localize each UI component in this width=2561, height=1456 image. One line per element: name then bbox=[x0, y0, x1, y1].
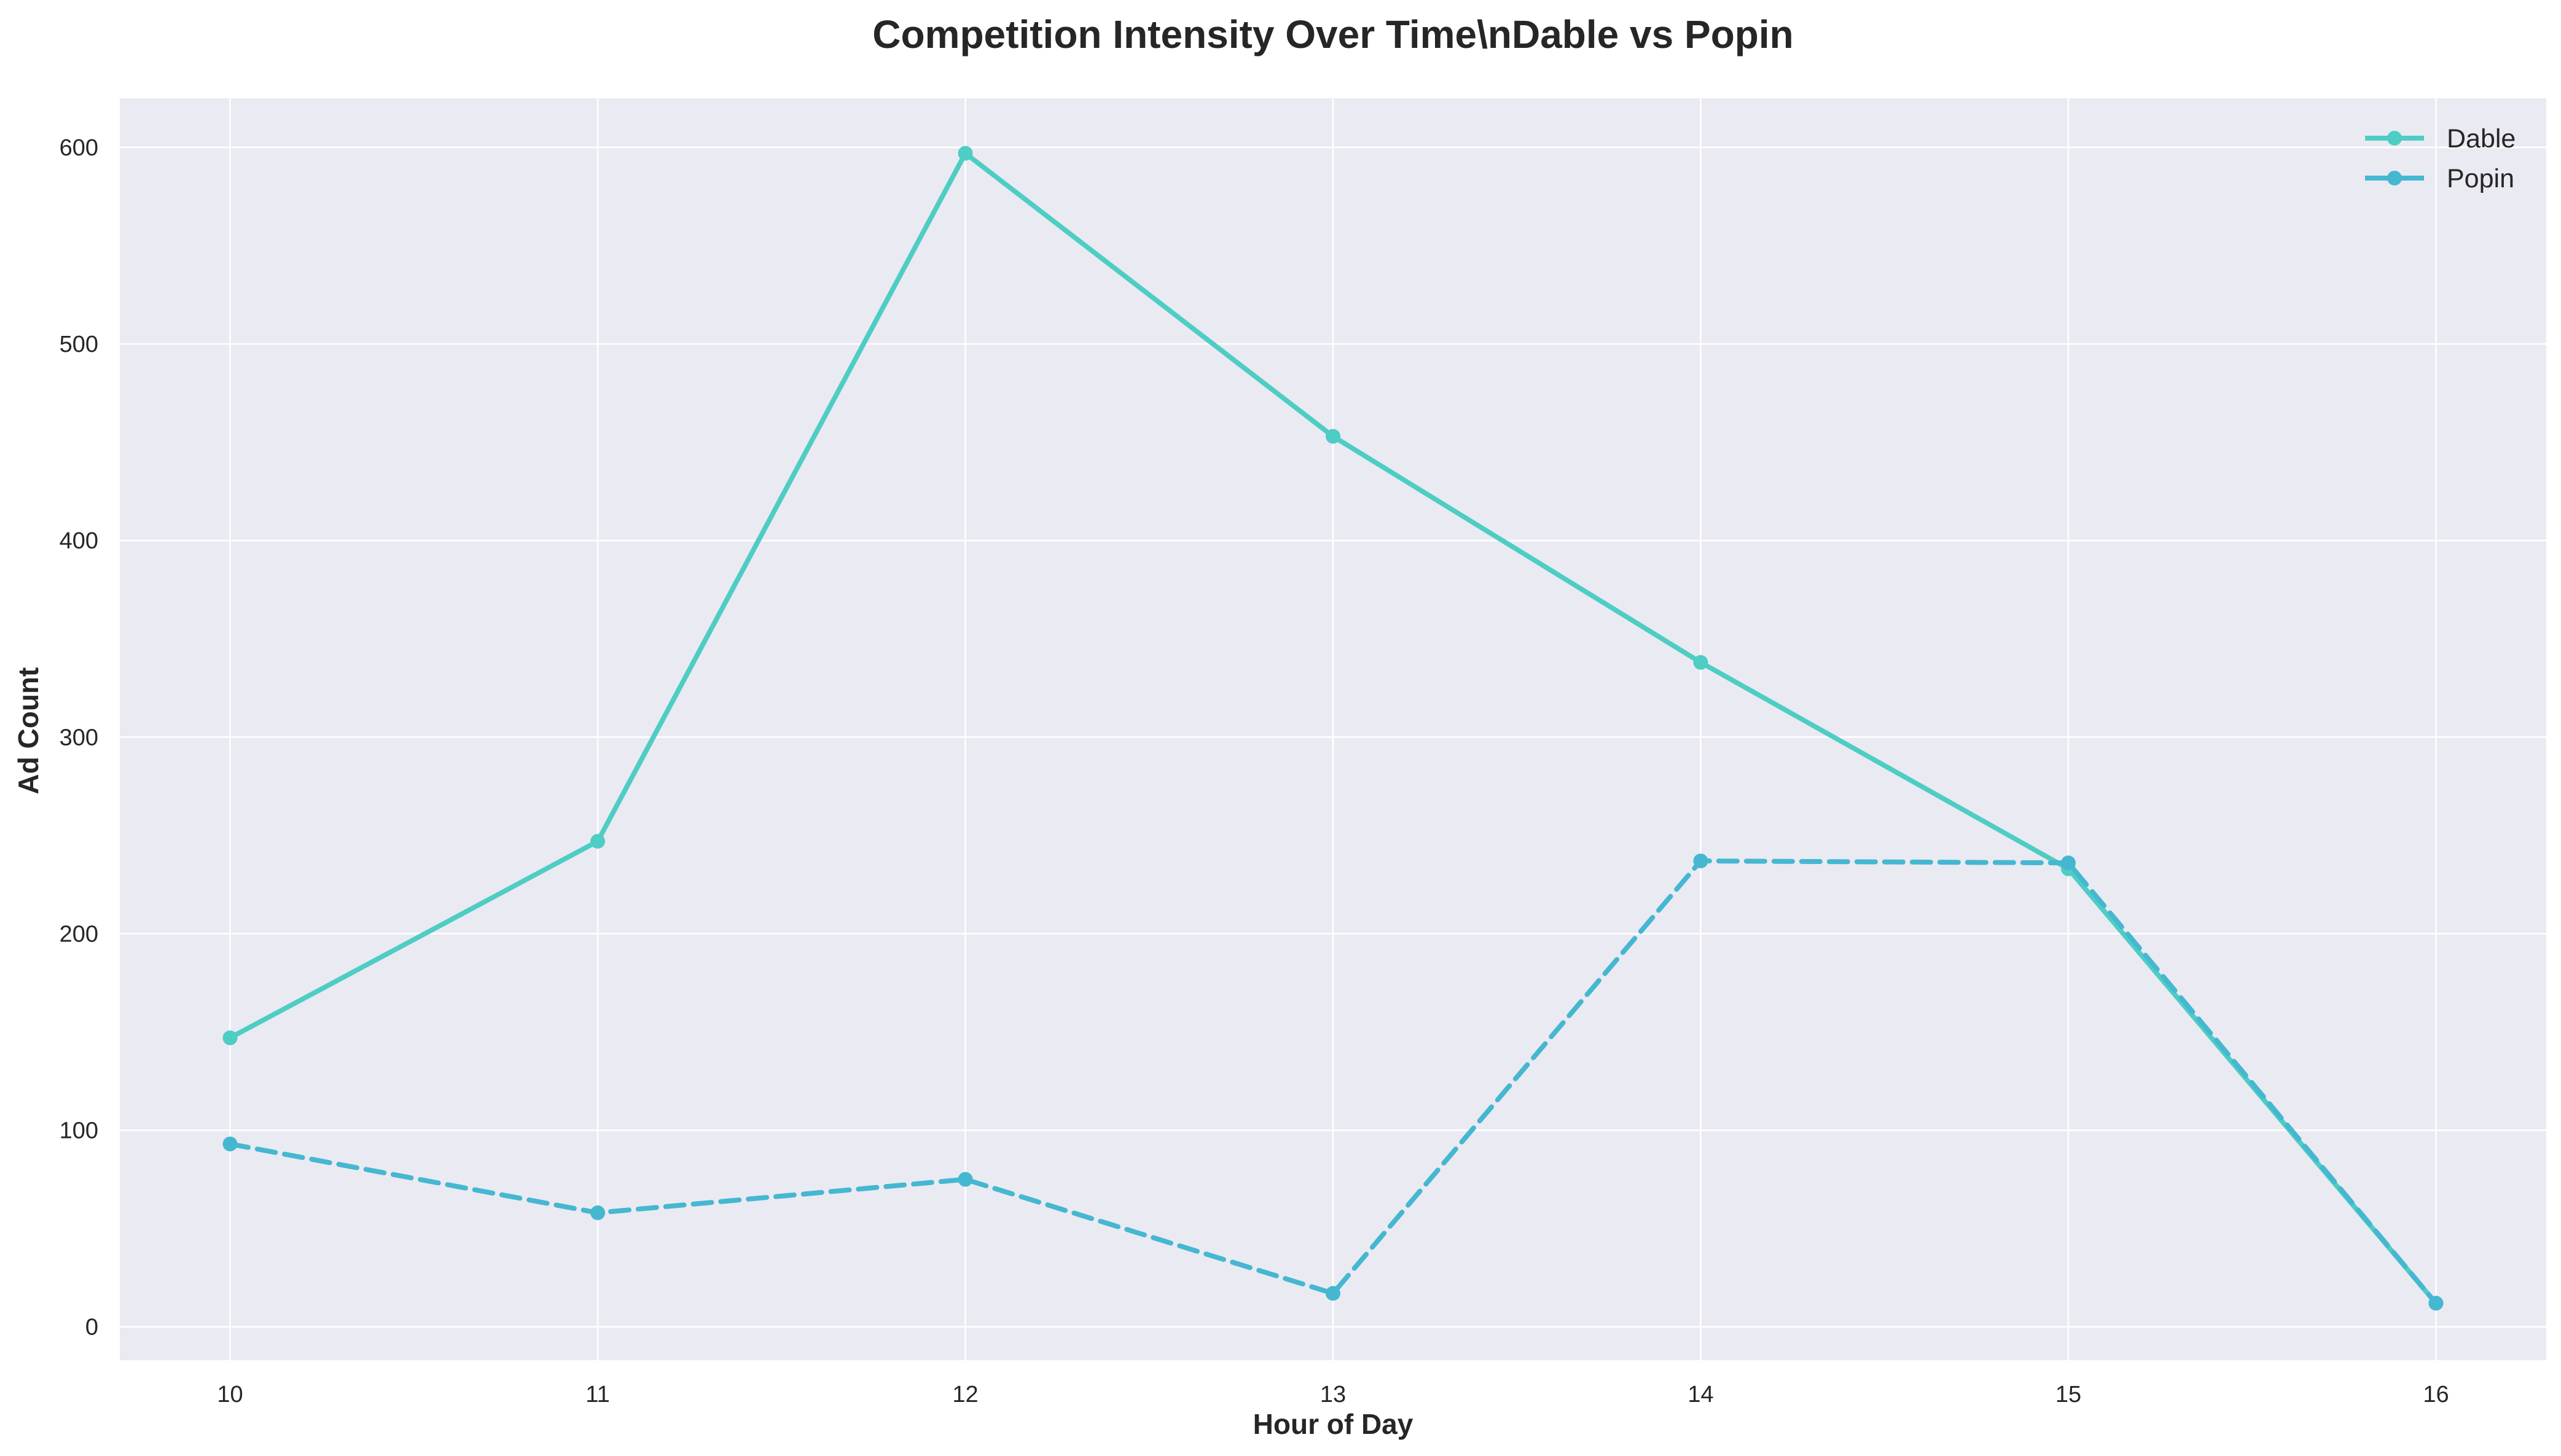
legend-marker-dable bbox=[2387, 131, 2402, 146]
x-tick-labels: 10 11 12 13 14 15 16 bbox=[217, 1382, 2449, 1407]
y-tick-label: 400 bbox=[60, 528, 98, 554]
legend-label-popin: Popin bbox=[2447, 164, 2514, 193]
legend: Dable Popin bbox=[2365, 124, 2516, 193]
chart-title: Competition Intensity Over Time\nDable v… bbox=[872, 12, 1794, 56]
data-point-popin bbox=[958, 1172, 973, 1187]
x-tick-label: 13 bbox=[1320, 1382, 1346, 1407]
legend-marker-popin bbox=[2387, 171, 2402, 185]
data-point-popin bbox=[2428, 1296, 2444, 1311]
data-point-dable bbox=[1326, 429, 1340, 444]
y-tick-labels: 0 100 200 300 400 500 600 bbox=[60, 135, 98, 1341]
data-point-dable bbox=[222, 1030, 238, 1046]
x-tick-label: 10 bbox=[217, 1382, 243, 1407]
y-tick-label: 0 bbox=[85, 1315, 98, 1341]
series-layer bbox=[222, 146, 2444, 1311]
x-tick-label: 11 bbox=[585, 1382, 609, 1407]
data-point-dable bbox=[1693, 655, 1708, 670]
grid-lines bbox=[120, 98, 2546, 1360]
data-point-dable bbox=[590, 833, 606, 849]
data-point-dable bbox=[958, 146, 973, 161]
x-tick-label: 12 bbox=[952, 1382, 978, 1407]
x-tick-label: 14 bbox=[1687, 1382, 1713, 1407]
x-tick-label: 15 bbox=[2055, 1382, 2081, 1407]
y-tick-label: 200 bbox=[60, 921, 98, 947]
y-axis-label: Ad Count bbox=[12, 668, 44, 795]
y-tick-label: 300 bbox=[60, 725, 98, 750]
data-point-popin bbox=[1693, 853, 1708, 868]
x-axis-label: Hour of Day bbox=[1253, 1408, 1413, 1440]
x-tick-label: 16 bbox=[2423, 1382, 2449, 1407]
data-point-popin bbox=[2060, 855, 2076, 871]
y-tick-label: 500 bbox=[60, 332, 98, 357]
y-tick-label: 600 bbox=[60, 135, 98, 161]
data-point-popin bbox=[222, 1136, 238, 1151]
data-point-popin bbox=[590, 1205, 606, 1220]
y-tick-label: 100 bbox=[60, 1118, 98, 1143]
data-point-popin bbox=[1326, 1286, 1340, 1301]
legend-label-dable: Dable bbox=[2447, 124, 2516, 154]
